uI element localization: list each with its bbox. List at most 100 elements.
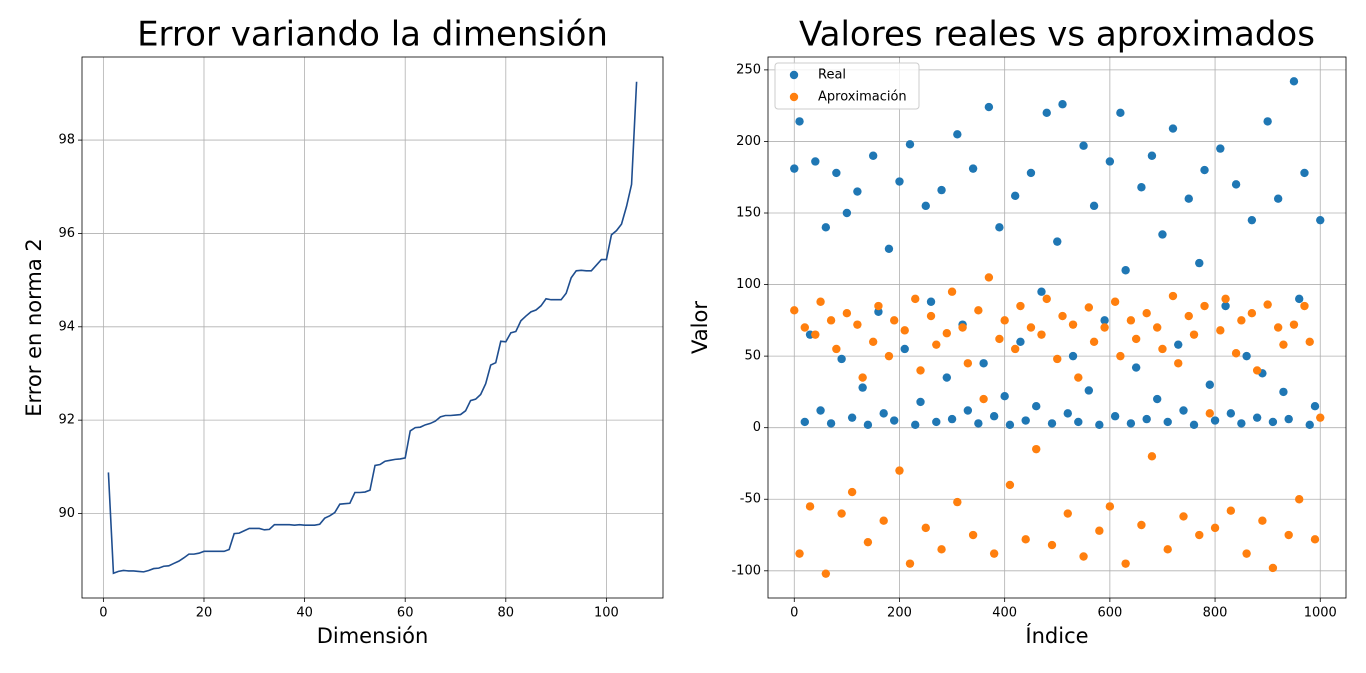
scatter-point bbox=[1084, 303, 1094, 312]
x-tick-label: 400 bbox=[992, 606, 1017, 621]
scatter-point bbox=[1195, 530, 1204, 540]
scatter-point bbox=[1247, 215, 1257, 225]
scatter-point bbox=[1200, 301, 1209, 311]
scatter-point bbox=[1016, 337, 1025, 347]
x-axis-label: Dimensión bbox=[317, 624, 429, 648]
y-axis-label: Valor bbox=[688, 301, 712, 354]
scatter-point bbox=[1237, 316, 1246, 325]
legend: Real Aproximación bbox=[774, 62, 920, 110]
legend-marker bbox=[789, 70, 799, 80]
legend-label: Real bbox=[818, 68, 846, 83]
scatter-point bbox=[1110, 297, 1120, 306]
scatter-point bbox=[1295, 294, 1304, 304]
scatter-point bbox=[1010, 344, 1020, 354]
scatter-point bbox=[1174, 340, 1183, 349]
y-tick-label: -100 bbox=[731, 563, 761, 578]
scatter-point bbox=[1163, 417, 1172, 427]
scatter-point bbox=[1231, 180, 1241, 189]
scatter-point bbox=[1284, 530, 1293, 540]
scatter-point bbox=[1126, 419, 1136, 428]
y-tick-label: 150 bbox=[736, 206, 761, 221]
scatter-point bbox=[1168, 291, 1178, 301]
scatter-point bbox=[858, 383, 867, 392]
scatter-point bbox=[1037, 330, 1046, 339]
scatter-point bbox=[926, 297, 936, 306]
scatter-point bbox=[1142, 414, 1151, 424]
x-tick-label: 800 bbox=[1203, 606, 1228, 621]
scatter-point bbox=[1252, 366, 1262, 375]
scatter-point bbox=[1047, 540, 1057, 550]
scatter-point bbox=[989, 549, 999, 558]
scatter-point bbox=[932, 340, 941, 349]
scatter-point bbox=[1289, 77, 1299, 86]
scatter-point bbox=[1310, 535, 1320, 544]
scatter-point bbox=[832, 344, 841, 354]
scatter-point bbox=[1116, 351, 1125, 361]
axes: Error variando la dimensión Dimensión Erro… bbox=[22, 15, 664, 648]
scatter-point bbox=[1263, 300, 1272, 309]
scatter-point bbox=[1316, 215, 1325, 225]
y-tick-label: 100 bbox=[736, 277, 761, 292]
scatter-point bbox=[1158, 230, 1167, 239]
y-tick-label: 0 bbox=[753, 420, 761, 435]
scatter-point bbox=[968, 530, 978, 540]
scatter-point bbox=[916, 397, 925, 407]
scatter-point bbox=[790, 164, 799, 173]
scatter-point bbox=[879, 516, 888, 525]
y-tick-label: 200 bbox=[736, 134, 761, 149]
scatter-point bbox=[1184, 311, 1193, 321]
scatter-point bbox=[1210, 416, 1220, 425]
scatter-point bbox=[1000, 391, 1009, 401]
scatter-point bbox=[911, 294, 920, 304]
scatter-point bbox=[800, 323, 809, 332]
scatter-point bbox=[1053, 354, 1062, 364]
scatter-point bbox=[879, 409, 888, 418]
scatter-point bbox=[868, 151, 878, 160]
scatter-point bbox=[1058, 100, 1067, 109]
scatter-point bbox=[926, 311, 936, 321]
scatter-point bbox=[1116, 108, 1125, 118]
scatter-point bbox=[868, 337, 878, 347]
scatter-point bbox=[1016, 301, 1025, 311]
scatter-point bbox=[1089, 337, 1099, 347]
scatter-point bbox=[895, 177, 904, 186]
scatter-point bbox=[974, 419, 983, 428]
series bbox=[790, 77, 1325, 430]
axes-frame bbox=[81, 56, 664, 599]
scatter-point bbox=[1021, 416, 1030, 425]
scatter-point bbox=[1005, 420, 1015, 430]
scatter-point bbox=[1216, 326, 1225, 335]
scatter-point bbox=[1247, 308, 1257, 318]
scatter-point bbox=[1074, 417, 1083, 427]
scatter-point bbox=[900, 326, 909, 335]
scatter-point bbox=[911, 420, 920, 430]
scatter-point bbox=[874, 301, 883, 311]
scatter-point bbox=[1131, 363, 1141, 372]
scatter-point bbox=[1152, 323, 1162, 332]
scatter-point bbox=[989, 412, 999, 421]
scatter-point bbox=[1147, 452, 1157, 461]
chart-title: Error variando la dimensión bbox=[137, 15, 608, 55]
x-tick-label: 600 bbox=[1097, 606, 1122, 621]
scatter-point bbox=[1242, 351, 1251, 361]
scatter-point bbox=[995, 334, 1004, 344]
scatter-point bbox=[790, 306, 799, 315]
scatter-point bbox=[1121, 559, 1130, 568]
scatter-point bbox=[1026, 168, 1036, 178]
scatter-point bbox=[1068, 320, 1078, 329]
scatter-point bbox=[1179, 512, 1188, 521]
scatter-point bbox=[890, 316, 899, 325]
scatter-point bbox=[1121, 266, 1130, 275]
scatter-point bbox=[795, 549, 804, 558]
scatter-point bbox=[942, 373, 952, 382]
scatter-point bbox=[1226, 409, 1236, 418]
scatter-point bbox=[832, 168, 841, 178]
scatter-point bbox=[937, 545, 946, 554]
x-tick-label: 200 bbox=[887, 606, 912, 621]
scatter-point bbox=[837, 509, 846, 518]
scatter-point bbox=[1295, 495, 1304, 504]
scatter-point bbox=[1068, 351, 1078, 361]
scatter-point bbox=[826, 419, 836, 428]
x-tick-label: 40 bbox=[296, 606, 313, 621]
